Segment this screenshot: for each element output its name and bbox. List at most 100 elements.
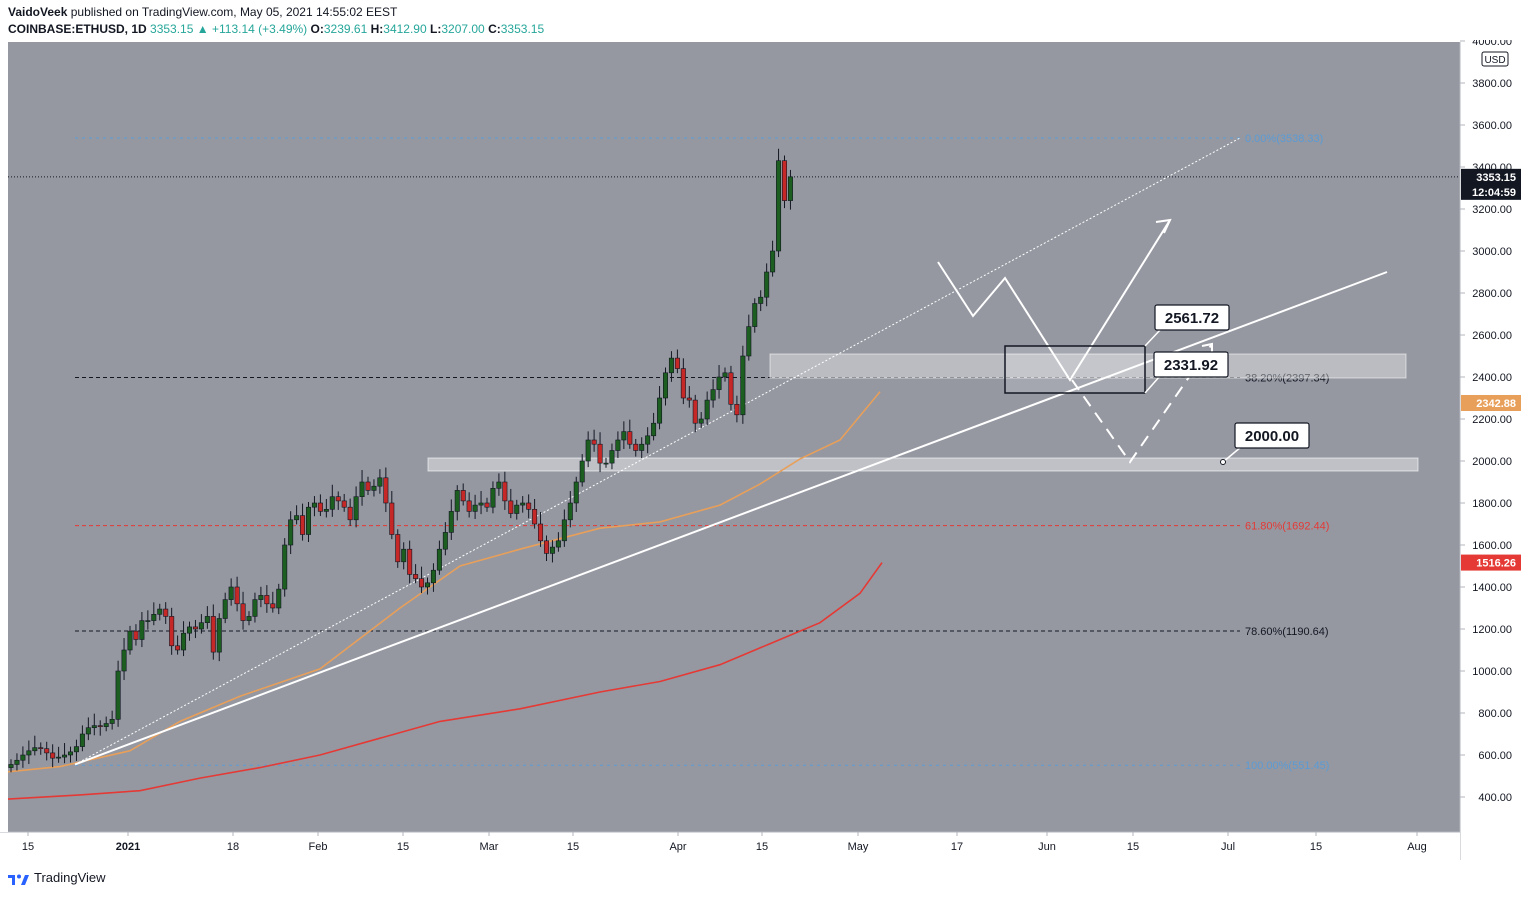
candle-body[interactable]	[264, 595, 270, 605]
candle-body[interactable]	[615, 439, 621, 451]
plot-area[interactable]	[8, 42, 1460, 832]
candle-body[interactable]	[555, 540, 561, 548]
candle-body[interactable]	[407, 548, 413, 575]
candle-body[interactable]	[609, 450, 615, 464]
candle-body[interactable]	[764, 271, 770, 298]
candle-body[interactable]	[14, 759, 20, 765]
candle-body[interactable]	[704, 399, 710, 420]
candle-body[interactable]	[472, 504, 478, 512]
candle-body[interactable]	[103, 723, 109, 727]
candle-body[interactable]	[276, 588, 282, 609]
candle-body[interactable]	[377, 477, 383, 487]
candle-body[interactable]	[317, 502, 323, 512]
candle-body[interactable]	[549, 546, 555, 554]
candle-body[interactable]	[591, 439, 597, 445]
candle-body[interactable]	[169, 616, 175, 647]
author-name[interactable]: VaidoVeek	[8, 5, 68, 19]
candle-body[interactable]	[353, 496, 359, 521]
candle-body[interactable]	[674, 357, 680, 369]
candle-body[interactable]	[436, 548, 442, 571]
candle-body[interactable]	[734, 403, 740, 416]
candle-body[interactable]	[710, 389, 716, 401]
candle-body[interactable]	[603, 462, 609, 465]
candle-body[interactable]	[305, 506, 311, 535]
candle-body[interactable]	[365, 481, 371, 491]
candle-body[interactable]	[210, 616, 216, 653]
candle-body[interactable]	[787, 176, 793, 201]
price-callout-box[interactable]	[1234, 422, 1310, 449]
candle-body[interactable]	[204, 616, 210, 624]
candle-body[interactable]	[490, 487, 496, 508]
candle-body[interactable]	[770, 250, 776, 273]
candle-body[interactable]	[329, 496, 335, 510]
candle-body[interactable]	[198, 622, 204, 630]
candle-body[interactable]	[252, 599, 258, 617]
candle-body[interactable]	[698, 418, 704, 424]
candle-body[interactable]	[62, 754, 68, 758]
candle-body[interactable]	[740, 355, 746, 416]
candle-body[interactable]	[359, 481, 365, 497]
candle-body[interactable]	[633, 443, 639, 451]
candle-body[interactable]	[627, 431, 633, 445]
candle-body[interactable]	[496, 481, 502, 489]
candle-body[interactable]	[758, 296, 764, 304]
candle-body[interactable]	[621, 431, 627, 441]
candle-body[interactable]	[127, 630, 133, 651]
candle-body[interactable]	[514, 504, 520, 514]
candle-body[interactable]	[145, 620, 151, 622]
candle-body[interactable]	[335, 496, 341, 502]
candle-body[interactable]	[662, 372, 668, 399]
candle-body[interactable]	[234, 586, 240, 605]
candle-body[interactable]	[8, 764, 14, 768]
candle-body[interactable]	[68, 751, 74, 756]
candle-body[interactable]	[311, 502, 317, 508]
candle-body[interactable]	[579, 460, 585, 483]
candle-body[interactable]	[109, 718, 115, 724]
candle-body[interactable]	[26, 750, 32, 756]
candle-body[interactable]	[79, 733, 85, 747]
candle-body[interactable]	[532, 508, 538, 525]
candle-body[interactable]	[573, 481, 579, 504]
candle-body[interactable]	[460, 490, 466, 502]
candle-body[interactable]	[561, 519, 567, 542]
candle-body[interactable]	[651, 422, 657, 437]
candle-body[interactable]	[282, 544, 288, 590]
last-price-tag-bg[interactable]	[1461, 168, 1521, 185]
candle-body[interactable]	[478, 502, 484, 506]
candle-body[interactable]	[44, 748, 50, 754]
candle-body[interactable]	[181, 632, 187, 651]
candle-body[interactable]	[228, 586, 234, 600]
bearish-scenario-path[interactable]	[1071, 343, 1213, 464]
candle-body[interactable]	[430, 569, 436, 584]
candle-body[interactable]	[746, 326, 752, 357]
candle-body[interactable]	[526, 502, 532, 510]
candle-body[interactable]	[424, 582, 430, 588]
support-zone-2000[interactable]	[427, 457, 1419, 472]
candle-body[interactable]	[722, 372, 728, 378]
candle-body[interactable]	[668, 357, 674, 374]
candle-body[interactable]	[246, 616, 252, 621]
candle-body[interactable]	[686, 397, 692, 401]
candle-body[interactable]	[752, 303, 758, 327]
fib-trend-diagonal[interactable]	[74, 137, 1241, 765]
candle-body[interactable]	[341, 500, 347, 508]
candle-body[interactable]	[585, 439, 591, 462]
candle-body[interactable]	[56, 756, 62, 759]
tradingview-logo[interactable]: TradingView	[8, 870, 106, 885]
candle-body[interactable]	[91, 725, 97, 728]
candle-body[interactable]	[508, 500, 514, 514]
candle-body[interactable]	[115, 670, 121, 720]
time-axis[interactable]	[0, 832, 1460, 860]
candle-body[interactable]	[240, 603, 246, 621]
candle-body[interactable]	[371, 485, 377, 491]
candle-body[interactable]	[50, 752, 56, 759]
candle-body[interactable]	[567, 502, 573, 521]
candle-body[interactable]	[258, 595, 264, 600]
candle-body[interactable]	[222, 599, 228, 619]
candle-body[interactable]	[466, 500, 472, 512]
candle-body[interactable]	[781, 160, 787, 201]
candle-body[interactable]	[597, 443, 603, 464]
candle-body[interactable]	[157, 608, 163, 615]
symbol-label[interactable]: COINBASE:ETHUSD, 1D	[8, 22, 147, 36]
